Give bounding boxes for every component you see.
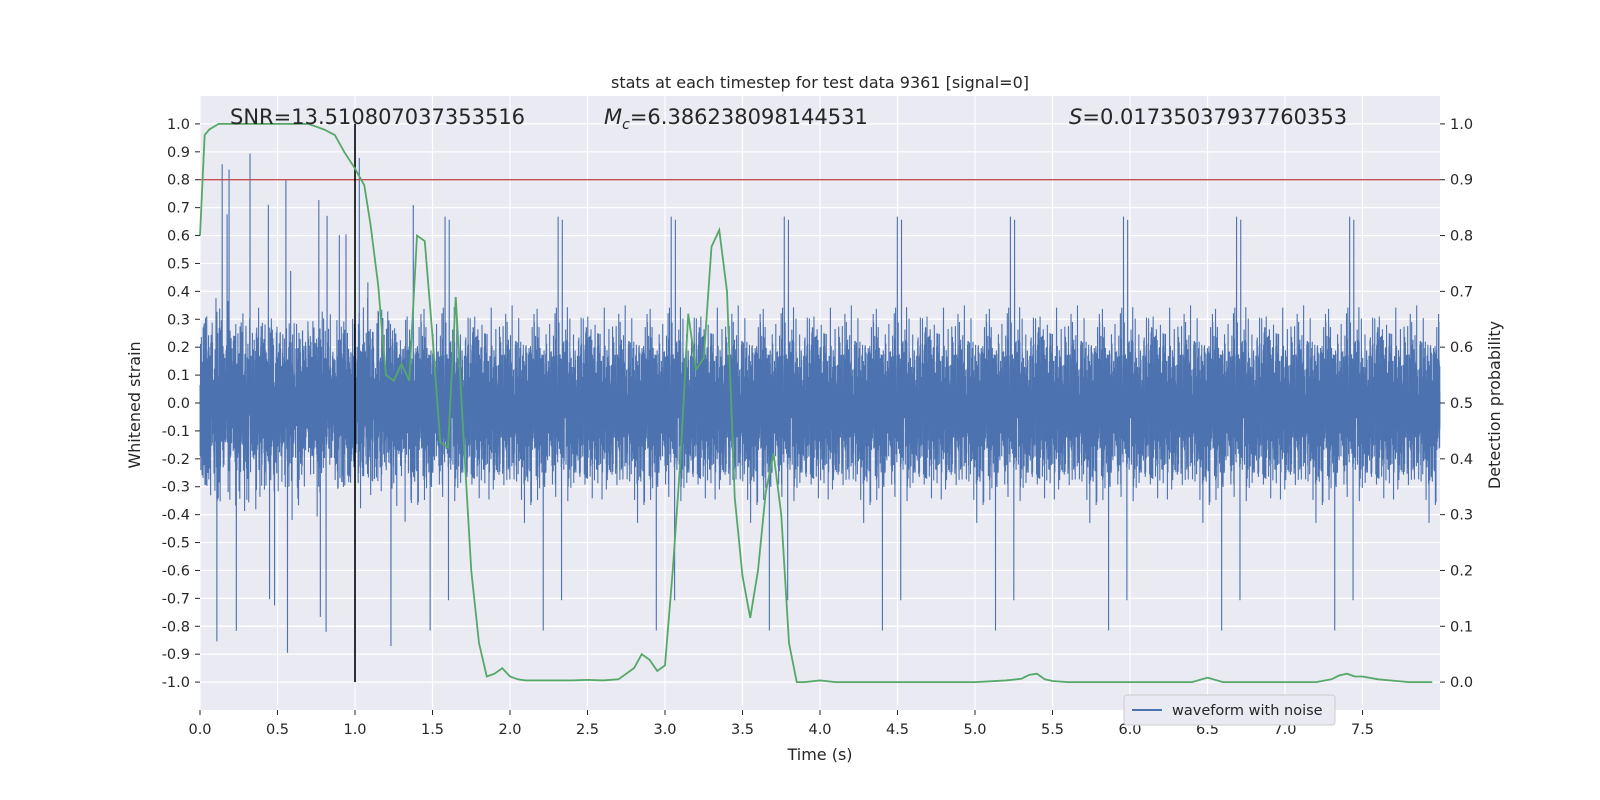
y-tick-label: -0.3 xyxy=(162,480,190,496)
y-tick-label: 0.4 xyxy=(167,284,190,300)
y-tick-label: -0.8 xyxy=(162,619,190,635)
x-tick-label: 7.0 xyxy=(1273,722,1296,738)
waveform-series xyxy=(199,153,1441,653)
y2-tick-label: 0.5 xyxy=(1450,396,1473,412)
chirp-mass-value: =6.386238098144531 xyxy=(630,105,868,129)
legend-label: waveform with noise xyxy=(1172,703,1323,719)
y-tick-label: 0.2 xyxy=(167,340,190,356)
y-tick-label: -1.0 xyxy=(162,675,190,691)
x-tick-label: 4.0 xyxy=(808,722,831,738)
y-tick-label: 0.1 xyxy=(167,368,190,384)
probability-series xyxy=(199,123,1433,683)
y-tick-label: -0.7 xyxy=(162,591,190,607)
chirp-mass-subscript: c xyxy=(622,117,630,133)
s-value: =0.01735037937760353 xyxy=(1082,105,1347,129)
y-tick-label: -0.1 xyxy=(162,424,190,440)
y-tick-label: 1.0 xyxy=(167,117,190,133)
y2-tick-label: 0.4 xyxy=(1450,452,1473,468)
y-tick-label: 0.0 xyxy=(167,396,190,412)
y-tick-label: -0.4 xyxy=(162,508,190,524)
y2-axis-label: Detection probability xyxy=(1485,321,1504,489)
chart-title: stats at each timestep for test data 936… xyxy=(611,73,1029,92)
legend: waveform with noise xyxy=(1123,694,1336,726)
y-axis-ticks: 1.0 0.9 0.8 0.7 0.6 0.5 0.4 0.3 0.2 0.1 0.0 -0.1 -0.… xyxy=(162,117,200,691)
x-tick-label: 1.5 xyxy=(421,722,444,738)
y-tick-label: 0.3 xyxy=(167,312,190,328)
y2-tick-label: 0.6 xyxy=(1450,340,1473,356)
y-tick-label: -0.5 xyxy=(162,536,190,552)
y-axis-label: Whitened strain xyxy=(125,341,144,468)
x-tick-label: 6.0 xyxy=(1118,722,1141,738)
y2-tick-label: 1.0 xyxy=(1450,117,1473,133)
y2-tick-label: 0.9 xyxy=(1450,173,1473,189)
snr-annotation: SNR=13.510807037353516 xyxy=(230,105,525,129)
y-tick-label: -0.6 xyxy=(162,563,190,579)
x-tick-label: 0.0 xyxy=(188,722,211,738)
y2-axis-ticks: 1.0 0.9 0.8 0.7 0.6 0.5 0.4 0.3 0.2 0.1 0.0 xyxy=(1440,117,1473,691)
x-tick-label: 2.5 xyxy=(576,722,599,738)
x-tick-label: 0.5 xyxy=(266,722,289,738)
chirp-mass-symbol: M xyxy=(604,105,622,129)
y-tick-label: -0.2 xyxy=(162,452,190,468)
x-tick-label: 3.0 xyxy=(653,722,676,738)
y2-tick-label: 0.8 xyxy=(1450,229,1473,245)
waveform-line xyxy=(199,153,1441,653)
y-tick-label: 0.6 xyxy=(167,229,190,245)
y-tick-label: 0.9 xyxy=(167,145,190,161)
x-tick-label: 6.5 xyxy=(1196,722,1219,738)
s-symbol: S xyxy=(1069,105,1082,129)
x-tick-label: 1.0 xyxy=(343,722,366,738)
y2-tick-label: 0.0 xyxy=(1450,675,1473,691)
y-tick-label: -0.9 xyxy=(162,647,190,663)
y-tick-label: 0.8 xyxy=(167,173,190,189)
x-tick-label: 3.5 xyxy=(731,722,754,738)
x-axis-ticks: 0.0 0.5 1.0 1.5 2.0 2.5 3.0 3.5 4.0 4.5 5.0 5.5 6.0 6… xyxy=(188,710,1374,738)
y2-tick-label: 0.7 xyxy=(1450,284,1473,300)
y2-tick-label: 0.1 xyxy=(1450,619,1473,635)
s-annotation: S=0.01735037937760353 xyxy=(1069,105,1347,129)
y-tick-label: 0.7 xyxy=(167,201,190,217)
x-tick-label: 7.5 xyxy=(1351,722,1374,738)
x-tick-label: 5.5 xyxy=(1041,722,1064,738)
chirp-mass-annotation: Mc=6.386238098144531 xyxy=(604,105,868,133)
y-tick-label: 0.5 xyxy=(167,256,190,272)
legend-box xyxy=(1123,694,1336,726)
x-axis-label: Time (s) xyxy=(786,745,852,764)
x-tick-label: 4.5 xyxy=(886,722,909,738)
x-tick-label: 5.0 xyxy=(963,722,986,738)
y2-tick-label: 0.3 xyxy=(1450,508,1473,524)
x-tick-label: 2.0 xyxy=(498,722,521,738)
y2-tick-label: 0.2 xyxy=(1450,563,1473,579)
